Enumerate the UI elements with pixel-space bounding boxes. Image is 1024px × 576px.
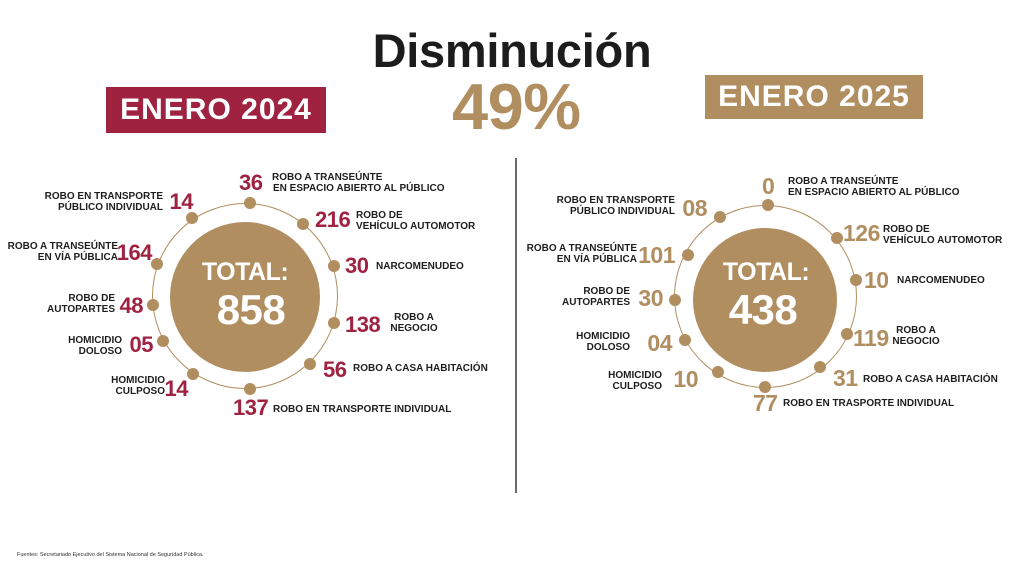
total-label: TOTAL: (201, 258, 289, 286)
marker-dot-icon (850, 274, 862, 286)
item-label: HOMICIDIO CULPOSO (111, 375, 165, 397)
item-label: ROBO A CASA HABITACIÓN (353, 363, 488, 374)
item-label: NARCOMENUDEO (376, 261, 464, 272)
item-label: ROBO A NEGOCIO (892, 325, 940, 347)
marker-dot-icon (759, 381, 771, 393)
item-value: 137 (233, 395, 269, 420)
marker-dot-icon (244, 197, 256, 209)
item-value: 14 (164, 376, 189, 401)
marker-dot-icon (157, 335, 169, 347)
item-label: ROBO DE AUTOPARTES (562, 286, 630, 308)
item-value: 216 (315, 207, 351, 232)
item-label: NARCOMENUDEO (897, 275, 985, 286)
item-value: 36 (239, 170, 263, 195)
item-label: HOMICIDIO CULPOSO (608, 370, 662, 392)
marker-dot-icon (682, 249, 694, 261)
item-value: 101 (638, 242, 675, 268)
item-value: 77 (753, 390, 778, 416)
item-label: ROBO EN TRASPORTE INDIVIDUAL (783, 398, 955, 409)
marker-dot-icon (151, 258, 163, 270)
item-label: ROBO DE VEHÍCULO AUTOMOTOR (883, 224, 1003, 246)
item-value: 30 (638, 285, 663, 311)
item-label: HOMICIDIO DOLOSO (68, 335, 122, 357)
total-label: TOTAL: (722, 258, 810, 286)
item-value: 04 (647, 330, 672, 356)
marker-dot-icon (669, 294, 681, 306)
decrease-percent: 49% (452, 70, 581, 143)
total-value: 438 (728, 286, 798, 333)
period-badge-2024: ENERO 2024 (106, 87, 326, 133)
marker-dot-icon (328, 260, 340, 272)
marker-dot-icon (187, 368, 199, 380)
item-value: 0 (762, 173, 775, 199)
total-disk (170, 222, 320, 372)
marker-dot-icon (147, 299, 159, 311)
marker-dot-icon (814, 361, 826, 373)
marker-dot-icon (679, 334, 691, 346)
item-label: HOMICIDIO DOLOSO (576, 331, 630, 353)
panel-divider (515, 158, 517, 493)
item-label: ROBO EN TRANSPORTE PÚBLICO INDIVIDUAL (556, 195, 675, 217)
page-title: Disminución (372, 24, 652, 77)
item-value: 119 (853, 325, 889, 351)
marker-dot-icon (762, 199, 774, 211)
item-value: 56 (323, 357, 347, 382)
item-label: ROBO EN TRANSPORTE INDIVIDUAL (273, 404, 452, 415)
item-value: 164 (116, 240, 153, 265)
item-label: ROBO EN TRANSPORTE PÚBLICO INDIVIDUAL (44, 191, 163, 213)
item-label: ROBO A TRANSEÚNTE EN VÍA PÚBLICA (7, 241, 118, 263)
item-label: ROBO A NEGOCIO (390, 312, 438, 334)
period-badge-2025: ENERO 2025 (705, 75, 923, 119)
marker-dot-icon (831, 232, 843, 244)
total-disk (693, 228, 837, 372)
item-value: 08 (682, 195, 707, 221)
source-footnote: Fuentes: Secretariado Ejecutivo del Sist… (17, 552, 204, 558)
item-label: ROBO A TRANSEÚNTE EN ESPACIO ABIERTO AL P… (272, 172, 445, 194)
item-value: 10 (864, 267, 889, 293)
item-value: 138 (345, 312, 381, 337)
item-label: ROBO DE VEHÍCULO AUTOMOTOR (356, 210, 476, 232)
marker-dot-icon (186, 212, 198, 224)
item-label: ROBO A TRANSEÚNTE EN ESPACIO ABIERTO AL P… (788, 176, 960, 198)
item-label: ROBO A TRANSEÚNTE EN VÍA PÚBLICA (526, 243, 637, 265)
item-value: 48 (119, 293, 144, 318)
marker-dot-icon (328, 317, 340, 329)
marker-dot-icon (297, 218, 309, 230)
item-value: 05 (129, 332, 154, 357)
marker-dot-icon (714, 211, 726, 223)
marker-dot-icon (841, 328, 853, 340)
marker-dot-icon (304, 358, 316, 370)
item-value: 31 (833, 365, 858, 391)
item-label: ROBO DE AUTOPARTES (47, 293, 115, 315)
item-value: 14 (169, 189, 194, 214)
marker-dot-icon (244, 383, 256, 395)
item-value: 10 (673, 366, 698, 392)
total-value: 858 (216, 286, 286, 333)
item-value: 126 (843, 220, 880, 246)
marker-dot-icon (712, 366, 724, 378)
item-label: ROBO A CASA HABITACIÓN (863, 374, 998, 385)
item-value: 30 (345, 253, 369, 278)
